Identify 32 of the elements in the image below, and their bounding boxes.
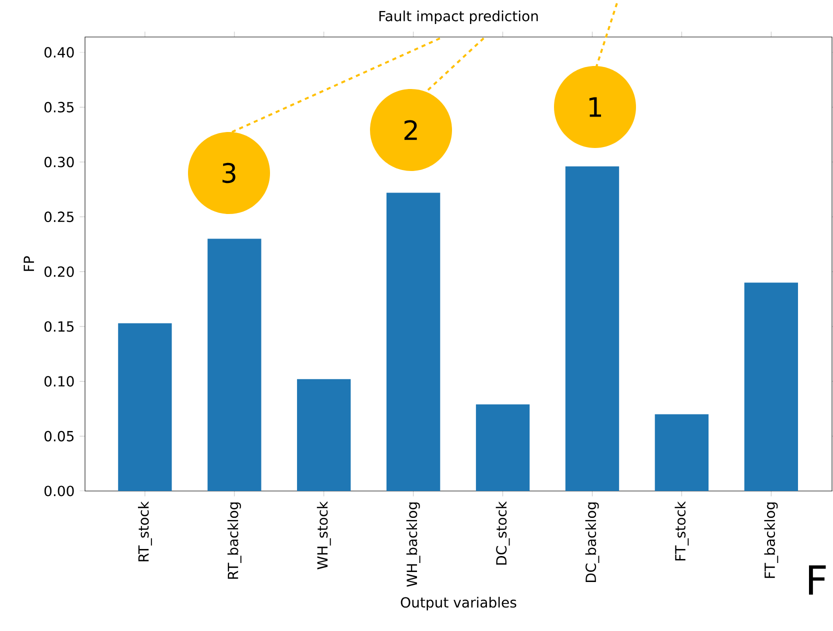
bar [476,404,530,491]
x-tick-label: RT_backlog [227,502,242,579]
annotation: 1 [589,97,602,117]
bar [744,282,798,491]
chart-title: Fault impact prediction [379,10,538,24]
bar [208,238,262,491]
bar [118,323,172,491]
bar [565,166,620,491]
y-tick-label: 0.30 [44,156,74,168]
x-tick-label: FT_stock [674,501,689,560]
x-tick-label: FT_backlog [764,502,778,578]
y-tick-label: 0.40 [44,47,74,58]
x-axis-title: Output variables [400,596,516,610]
y-tick-label: 0.25 [44,212,74,222]
x-tick-label: RT_stock [138,501,152,562]
y-tick-label: 0.00 [44,486,74,496]
y-tick-label: 0.10 [44,376,74,387]
bar [654,414,709,491]
bar [386,192,440,491]
y-tick-label: 0.15 [44,321,74,332]
y-tick-label: 0.05 [44,430,74,442]
y-axis-title: FP [24,256,34,271]
x-tick-label: DC_stock [496,501,510,565]
x-tick-label: WH_backlog [406,502,420,587]
y-tick-label: 0.20 [44,266,74,277]
y-tick-label: 0.35 [44,102,74,112]
x-tick-label: WH_stock [316,501,331,570]
annotation: 3 [222,162,236,184]
text: F [808,565,826,595]
bar [297,379,351,491]
x-tick-label: DC_backlog [585,502,600,582]
annotation: 2 [404,120,417,140]
